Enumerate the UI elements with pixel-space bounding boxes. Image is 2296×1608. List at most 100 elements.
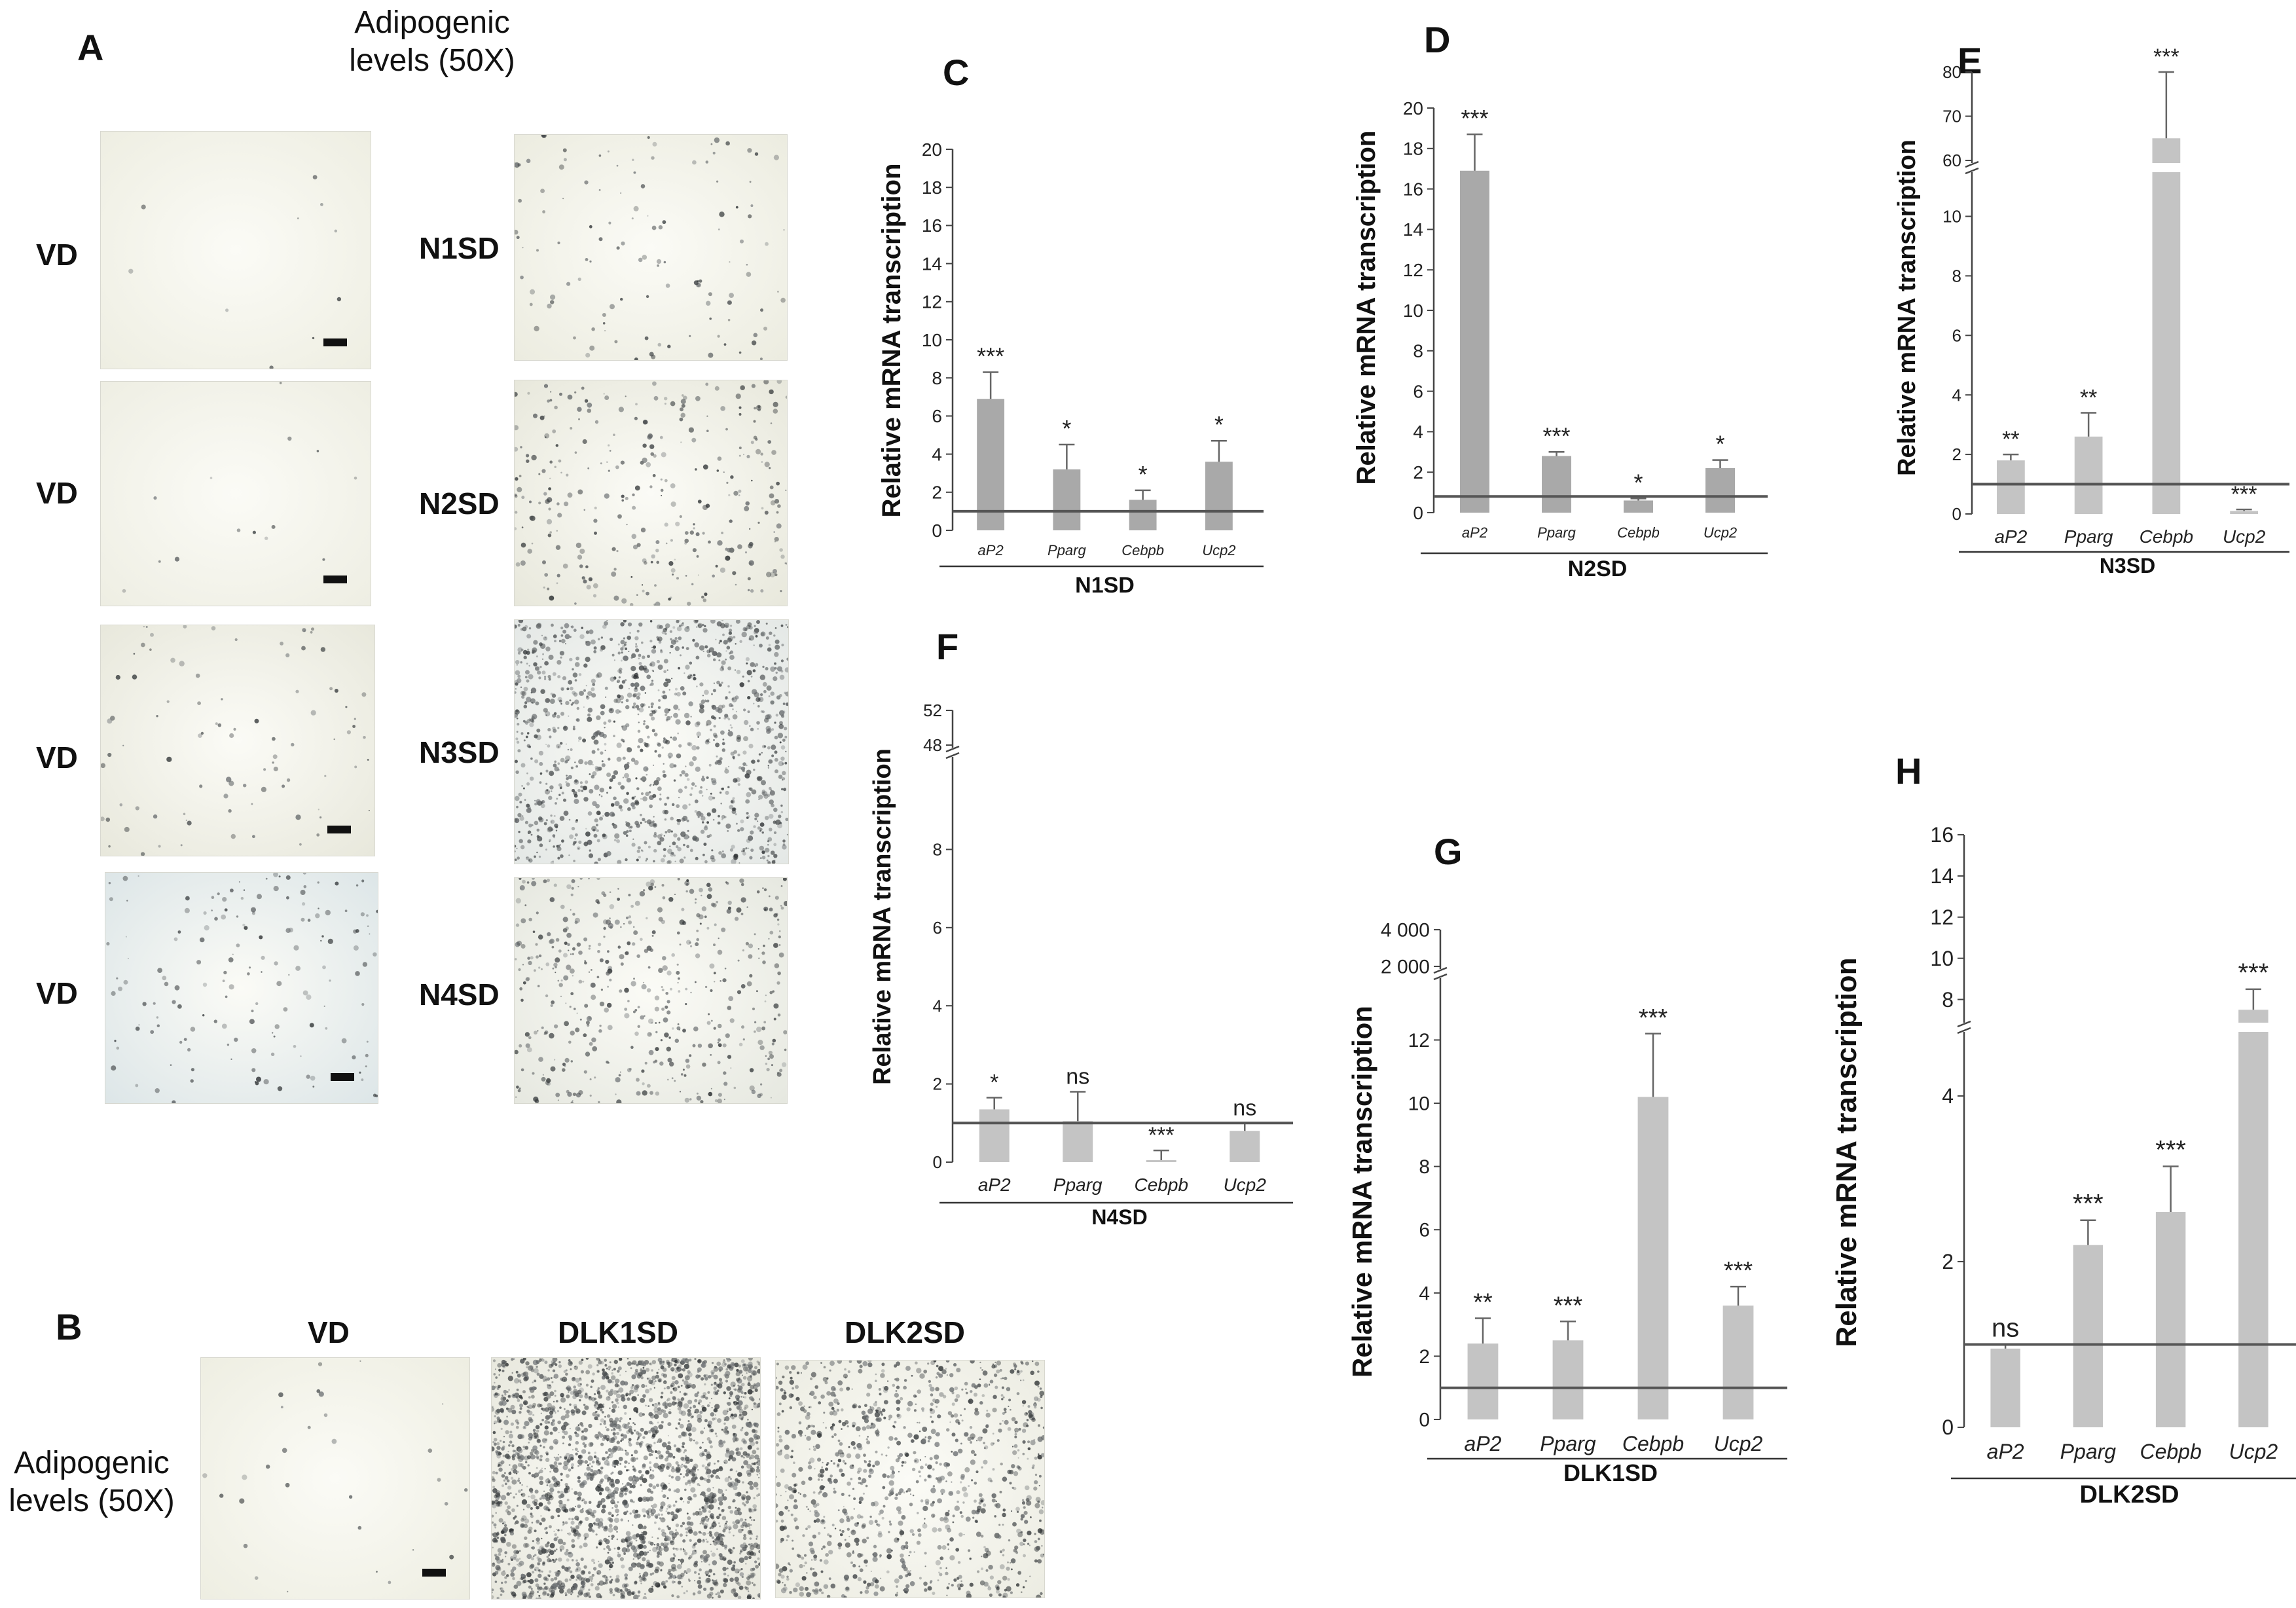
group-label: N2SD (1568, 557, 1628, 581)
panel-letter-d: D (1424, 19, 1451, 60)
y-tick-label: 8 (932, 368, 942, 388)
bar-cebpb (1637, 1097, 1669, 1419)
y-tick-label: 2 (1952, 445, 1961, 464)
y-tick-label: 20 (922, 139, 942, 160)
y-tick-label: 6 (1952, 325, 1961, 345)
panel-b-col-dlk2sd: DLK2SD (845, 1315, 966, 1349)
y-tick-label: 4 (1942, 1084, 1954, 1108)
y-tick-label: 0 (1942, 1416, 1954, 1439)
bar-cebpb (1624, 500, 1653, 513)
bar-ucp2 (1705, 468, 1735, 513)
y-tick-label: 8 (1413, 341, 1423, 361)
bar-cebpb (2155, 1212, 2186, 1427)
micrograph-b-dlk2sd (775, 1360, 1045, 1598)
group-label: N1SD (1075, 573, 1135, 598)
bar-cebpb (1129, 500, 1157, 530)
y-tick-label: 10 (1930, 947, 1954, 970)
y-tick-label: 2 (932, 483, 942, 503)
category-label: Ucp2 (1704, 524, 1737, 541)
significance-label: *** (2238, 959, 2269, 987)
significance-label: *** (2231, 482, 2257, 507)
micrograph-a-vd-2 (100, 381, 371, 606)
significance-label: *** (1461, 105, 1488, 132)
y-tick-label: 0 (933, 1152, 942, 1172)
y-tick-label: 6 (1413, 381, 1423, 401)
y-tick-label: 16 (922, 215, 942, 236)
y-tick-label: 14 (1930, 864, 1954, 888)
group-label: DLK2SD (2079, 1481, 2179, 1508)
y-tick-label: 52 (923, 701, 942, 720)
panel-a-row2-treated-label: N2SD (419, 486, 500, 521)
significance-label: *** (977, 342, 1004, 369)
significance-label: ns (1066, 1065, 1089, 1089)
axis-break-gap (1965, 163, 1978, 172)
y-tick-label: 70 (1942, 107, 1961, 126)
y-tick-label: 60 (1942, 151, 1961, 170)
y-tick-label: 12 (1403, 260, 1423, 280)
category-label: aP2 (978, 1175, 1011, 1195)
significance-label: *** (1724, 1257, 1753, 1285)
bar-cebpb (2152, 138, 2181, 514)
y-axis-label: Relative mRNA transcription (1347, 1006, 1377, 1378)
bar-ucp2 (1205, 462, 1233, 530)
significance-label: * (1214, 411, 1224, 438)
micrograph-b-vd (200, 1357, 470, 1599)
category-label: Pparg (1537, 524, 1576, 541)
y-tick-label: 8 (1419, 1156, 1430, 1178)
y-tick-label: 16 (1403, 179, 1423, 199)
y-tick-label: 4 000 (1381, 920, 1430, 941)
panel-a-row4-control-label: VD (36, 976, 78, 1010)
category-label: aP2 (1987, 1440, 2024, 1463)
panel-a-header-line-1: Adipogenic (354, 5, 510, 40)
bar-break-gap (2237, 1023, 2270, 1032)
category-label: Ucp2 (1202, 542, 1235, 558)
category-label: aP2 (1994, 526, 2027, 547)
bar-break-gap (2151, 163, 2182, 172)
group-label: N3SD (2100, 554, 2155, 577)
y-tick-label: 2 (1419, 1346, 1430, 1368)
panel-letter-f: F (936, 626, 959, 667)
significance-label: ns (1233, 1095, 1256, 1120)
category-label: Pparg (2064, 526, 2113, 547)
panel-letter-b: B (56, 1306, 82, 1347)
chart-g-group: 0 2 4 6 8 10 12 2 000 4 000 Relative mRNA transcr… (1347, 920, 1787, 1486)
category-label: Cebpb (1622, 1432, 1684, 1455)
y-tick-label: 0 (1419, 1410, 1430, 1431)
y-tick-label: 6 (933, 918, 942, 938)
panel-a-row2-control-label: VD (36, 476, 78, 510)
chart-d-group: 0 2 4 6 8 10 12 14 16 18 20 Relative mRNA transcrip… (1352, 98, 1768, 581)
panel-a-header: Adipogenic levels (50X) (301, 4, 563, 79)
y-tick-label: 4 (1419, 1283, 1430, 1304)
axis-break-mark (1965, 160, 1979, 175)
y-tick-label: 8 (1942, 988, 1954, 1012)
significance-label: *** (2155, 1135, 2186, 1164)
y-tick-label: 20 (1403, 98, 1423, 119)
y-tick-label: 10 (1408, 1093, 1430, 1115)
panel-letter-h: H (1895, 750, 1922, 792)
y-tick-label: 2 (1413, 462, 1423, 483)
panel-letter-e: E (1958, 40, 1982, 81)
panel-a-row3-treated-label: N3SD (419, 735, 500, 769)
panel-a-header-line-2: levels (50X) (349, 43, 515, 78)
significance-label: *** (2153, 45, 2179, 69)
significance-label: * (990, 1070, 998, 1095)
y-tick-label: 2 (1942, 1250, 1954, 1273)
panel-letter-g: G (1434, 831, 1463, 872)
y-tick-label: 4 (933, 996, 942, 1015)
micrograph-a-n4sd (514, 877, 788, 1104)
y-axis-label: Relative mRNA transcription (877, 164, 906, 518)
chart-c-group: 0 2 4 6 8 10 12 14 16 18 20 Relative mRNA transcrip… (877, 139, 1264, 598)
y-tick-label: 18 (1403, 139, 1423, 159)
panel-a-row1-control-label: VD (36, 238, 78, 272)
bar-ucp2 (2230, 511, 2258, 514)
panel-a-row1-treated-label: N1SD (419, 231, 500, 265)
bar-ucp2 (2238, 1010, 2269, 1427)
panel-b-row-label-line-2: levels (50X) (9, 1483, 175, 1518)
category-label: Pparg (1540, 1432, 1596, 1455)
category-label: aP2 (978, 542, 1004, 558)
significance-label: * (1633, 469, 1643, 496)
y-tick-label: 18 (922, 177, 942, 198)
category-label: Ucp2 (1714, 1432, 1763, 1455)
bar-pparg (2074, 436, 2103, 514)
